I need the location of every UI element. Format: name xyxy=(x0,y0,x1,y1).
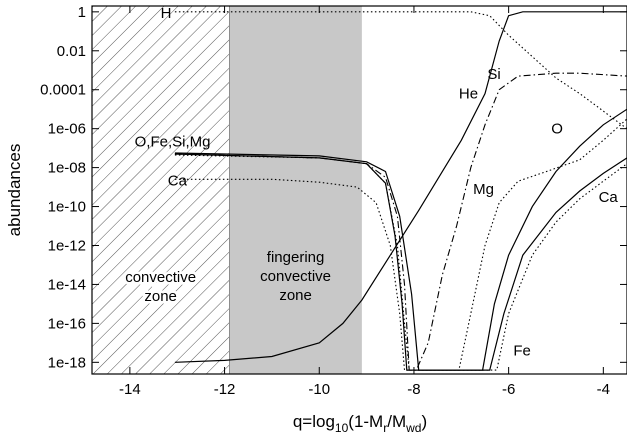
series-label: He xyxy=(459,86,478,103)
y-tick-label: 1e-14 xyxy=(48,276,86,293)
series-si xyxy=(174,72,627,371)
y-tick-label: 1e-18 xyxy=(48,354,86,371)
region-label-line: zone xyxy=(279,287,312,304)
series-ca xyxy=(174,163,627,371)
series-label: H xyxy=(161,5,172,22)
y-tick-label: 1e-12 xyxy=(48,237,86,254)
x-tick-label: -12 xyxy=(214,381,236,398)
y-tick-label: 1e-16 xyxy=(48,315,86,332)
series-label: Ca xyxy=(599,189,619,206)
y-axis-title: abundances xyxy=(5,144,24,237)
series-label: Mg xyxy=(473,181,494,198)
y-tick-label: 0.0001 xyxy=(40,82,86,99)
plot-frame xyxy=(91,5,627,375)
y-tick-label: 0.01 xyxy=(57,43,86,60)
y-tick-label: 1e-08 xyxy=(48,160,86,177)
region-label-line: convective xyxy=(125,269,196,286)
y-tick-label: 1e-06 xyxy=(48,121,86,138)
series-label: O xyxy=(551,121,563,138)
x-tick-label: -4 xyxy=(597,381,610,398)
region-label-line: zone xyxy=(144,288,177,305)
series-label: Ca xyxy=(168,172,188,189)
x-tick-label: -6 xyxy=(502,381,515,398)
region-label-line: convective xyxy=(260,268,331,285)
series-label: O,Fe,Si,Mg xyxy=(135,133,211,150)
series-layer xyxy=(174,11,627,371)
series-he xyxy=(174,11,627,363)
region-convective-zone xyxy=(91,5,230,375)
region-label-line: fingering xyxy=(267,249,325,266)
x-tick-label: -14 xyxy=(119,381,141,398)
x-tick-label: -10 xyxy=(308,381,330,398)
x-tick-label: -8 xyxy=(407,381,420,398)
regions-layer: convective zone fingering convective zone xyxy=(91,5,362,375)
region-fingering-convective-zone xyxy=(229,6,362,374)
series-label: Fe xyxy=(513,343,531,360)
series-label: Si xyxy=(487,66,500,83)
labels-layer: H He Si O O,Fe,Si,Mg Ca Mg Ca Fe xyxy=(135,5,619,360)
y-tick-label: 1 xyxy=(78,4,86,21)
axes-layer: -14 -12 -10 -8 -6 -4 1 0.01 0.0001 1e-06 1e-08 1e-1… xyxy=(40,4,627,398)
x-axis-title: q=log10(1-Mr/Mwd) xyxy=(293,412,427,435)
y-tick-label: 1e-10 xyxy=(48,199,86,216)
